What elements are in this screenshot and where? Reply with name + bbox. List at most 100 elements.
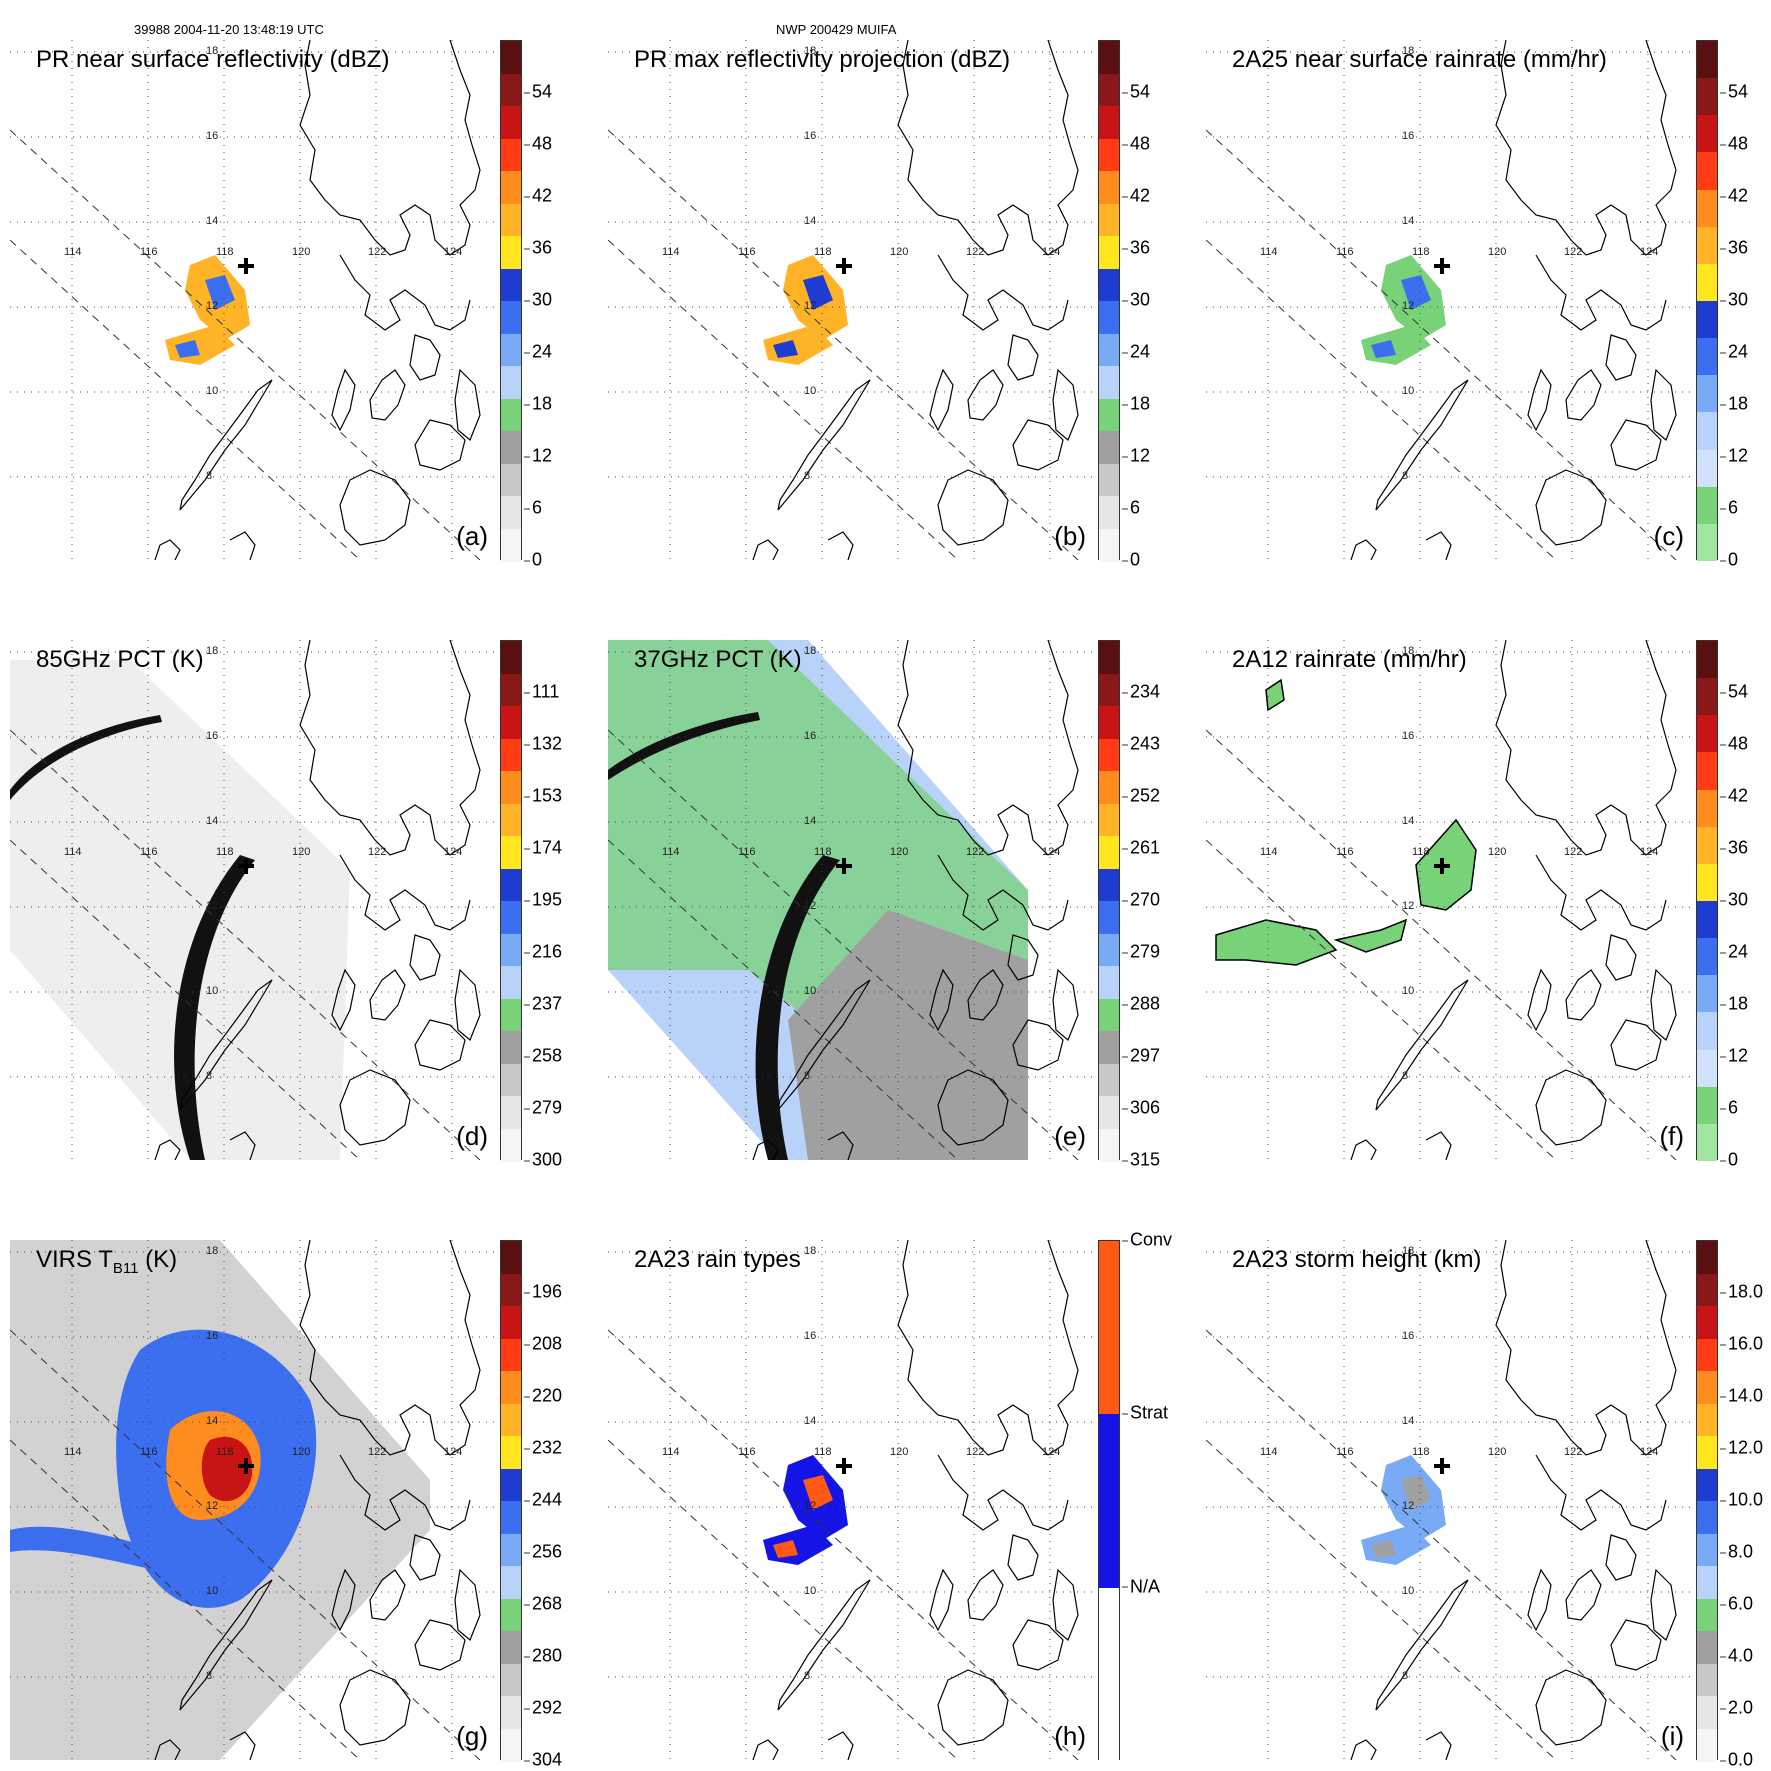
lon-label: 118 [814, 846, 832, 858]
colorbar-segment [501, 1468, 521, 1502]
colorbar-segment [501, 1436, 521, 1469]
colorbar-ticks-i: 18.0 16.0 14.0 12.0 10.0 8.0 6.0 4.0 2.0 0.0 [1719, 1240, 1771, 1770]
panel-title-b: PR max reflectivity projection (dBZ) [634, 46, 1011, 73]
coastline [454, 368, 481, 441]
coastline [1535, 1669, 1607, 1746]
colorbar-segment [501, 803, 521, 837]
colorbar-segment [501, 1696, 521, 1729]
coastline [937, 854, 1069, 931]
lon-label: 116 [1336, 246, 1354, 258]
colorbar-segment [1099, 366, 1119, 399]
colorbar-segment [1099, 171, 1119, 204]
colorbar-segment [1099, 138, 1119, 172]
coastline [1012, 1019, 1064, 1071]
lon-label: 118 [216, 846, 234, 858]
lat-label: 8 [206, 1670, 212, 1682]
coastline [1375, 1579, 1469, 1711]
colorbar-tick-label: 30 [523, 289, 553, 310]
rain-patch-i [1371, 1540, 1396, 1558]
colorbar-segment [1099, 398, 1119, 432]
colorbar-g [500, 1240, 522, 1762]
coastline [154, 1139, 181, 1160]
swath-edge-line [608, 129, 1079, 560]
panel-title-f: 2A12 rainrate (mm/hr) [1232, 646, 1467, 673]
lat-label: 8 [804, 1070, 810, 1082]
colorbar-tick-label: 14.0 [1719, 1385, 1764, 1406]
lat-label: 14 [206, 815, 218, 827]
colorbar-segment [501, 1128, 521, 1162]
coastline [229, 1731, 256, 1760]
coastline [409, 934, 441, 981]
swath-edge-line [1206, 1329, 1677, 1760]
coastline [897, 1240, 1079, 1456]
swath-edge-line [10, 129, 481, 560]
colorbar-segment [1697, 1696, 1717, 1729]
colorbar-ticks-e: 234 243 252 261 270 279 288 297 306 315 [1121, 640, 1190, 1170]
lat-label: 14 [1402, 1415, 1414, 1427]
colorbar-tick-label: 54 [1719, 681, 1749, 702]
swath-edge-line [1206, 239, 1557, 560]
swath-edge-line [10, 239, 361, 560]
map-panel-i: 114 116 118 120 122 124 18 16 14 12 10 8 2A23 storm … [1206, 1240, 1696, 1760]
colorbar-segment [1099, 1031, 1119, 1064]
colorbar-segment [1099, 1587, 1119, 1762]
colorbar-segment [501, 998, 521, 1032]
colorbar-tick-label: 4.0 [1719, 1645, 1754, 1666]
coastline [369, 969, 406, 1021]
colorbar-segment [501, 463, 521, 497]
coastline [339, 469, 411, 546]
storm-center-marker [1434, 1458, 1450, 1474]
colorbar-tick-label: 304 [523, 1749, 563, 1770]
coastline [937, 469, 1009, 546]
colorbar-segment [1697, 189, 1717, 228]
colorbar-segment [501, 496, 521, 529]
coastline [937, 1454, 1069, 1531]
coastline [1012, 1619, 1064, 1671]
lat-label: 18 [804, 45, 816, 57]
coastline [1535, 469, 1607, 546]
colorbar-segment [501, 398, 521, 432]
colorbar-tick-label: 30 [1121, 289, 1151, 310]
lon-label: 124 [444, 1446, 462, 1458]
map-canvas-h: 114 116 118 120 122 124 18 16 14 12 10 8 [608, 1240, 1098, 1760]
storm-center-marker [238, 1458, 254, 1474]
coastline [1535, 1069, 1607, 1146]
colorbar-tick-label: 315 [1121, 1149, 1161, 1170]
colorbar-segment [501, 1598, 521, 1632]
map-panel-f: 114 116 118 120 122 124 18 16 14 12 10 8 2A12 rainra… [1206, 640, 1696, 1160]
colorbar-segment [1697, 1631, 1717, 1664]
coastline [339, 1069, 411, 1146]
colorbar-segment [1099, 706, 1119, 739]
colorbar-tick-label: 261 [1121, 837, 1161, 858]
colorbar-tick-label: 24 [523, 341, 553, 362]
colorbar-tick-label: 12 [1121, 445, 1151, 466]
lon-label: 118 [814, 1446, 832, 1458]
lat-label: 10 [804, 1585, 816, 1597]
colorbar-segment [1697, 301, 1717, 339]
coastline [1527, 968, 1552, 1032]
lon-label: 120 [1488, 246, 1506, 258]
colorbar-tick-label: 48 [1121, 133, 1151, 154]
colorbar-tick-label: 268 [523, 1593, 563, 1614]
coastline [1350, 539, 1377, 560]
coastline [929, 1568, 954, 1632]
coastline [1495, 40, 1677, 256]
colorbar-segment [501, 268, 521, 302]
lat-label: 10 [804, 985, 816, 997]
lat-label: 14 [804, 215, 816, 227]
coastline [777, 1579, 871, 1711]
lon-label: 114 [662, 846, 680, 858]
swath-edge-line [10, 1439, 361, 1760]
colorbar-segment [501, 673, 521, 707]
colorbar-ticks-d: 111 132 153 174 195 216 237 258 279 300 [523, 640, 592, 1170]
panel-title-g: VIRS TB11 (K) [36, 1246, 178, 1277]
coastline [299, 1240, 481, 1456]
lon-label: 124 [1640, 246, 1658, 258]
colorbar-segment [1099, 236, 1119, 269]
colorbar-tick-label: 42 [1719, 785, 1749, 806]
coastline [1535, 854, 1667, 931]
colorbar-segment [1099, 73, 1119, 107]
lon-label: 122 [966, 1446, 984, 1458]
colorbar-segment [501, 1306, 521, 1339]
colorbar-segment [1099, 641, 1119, 674]
